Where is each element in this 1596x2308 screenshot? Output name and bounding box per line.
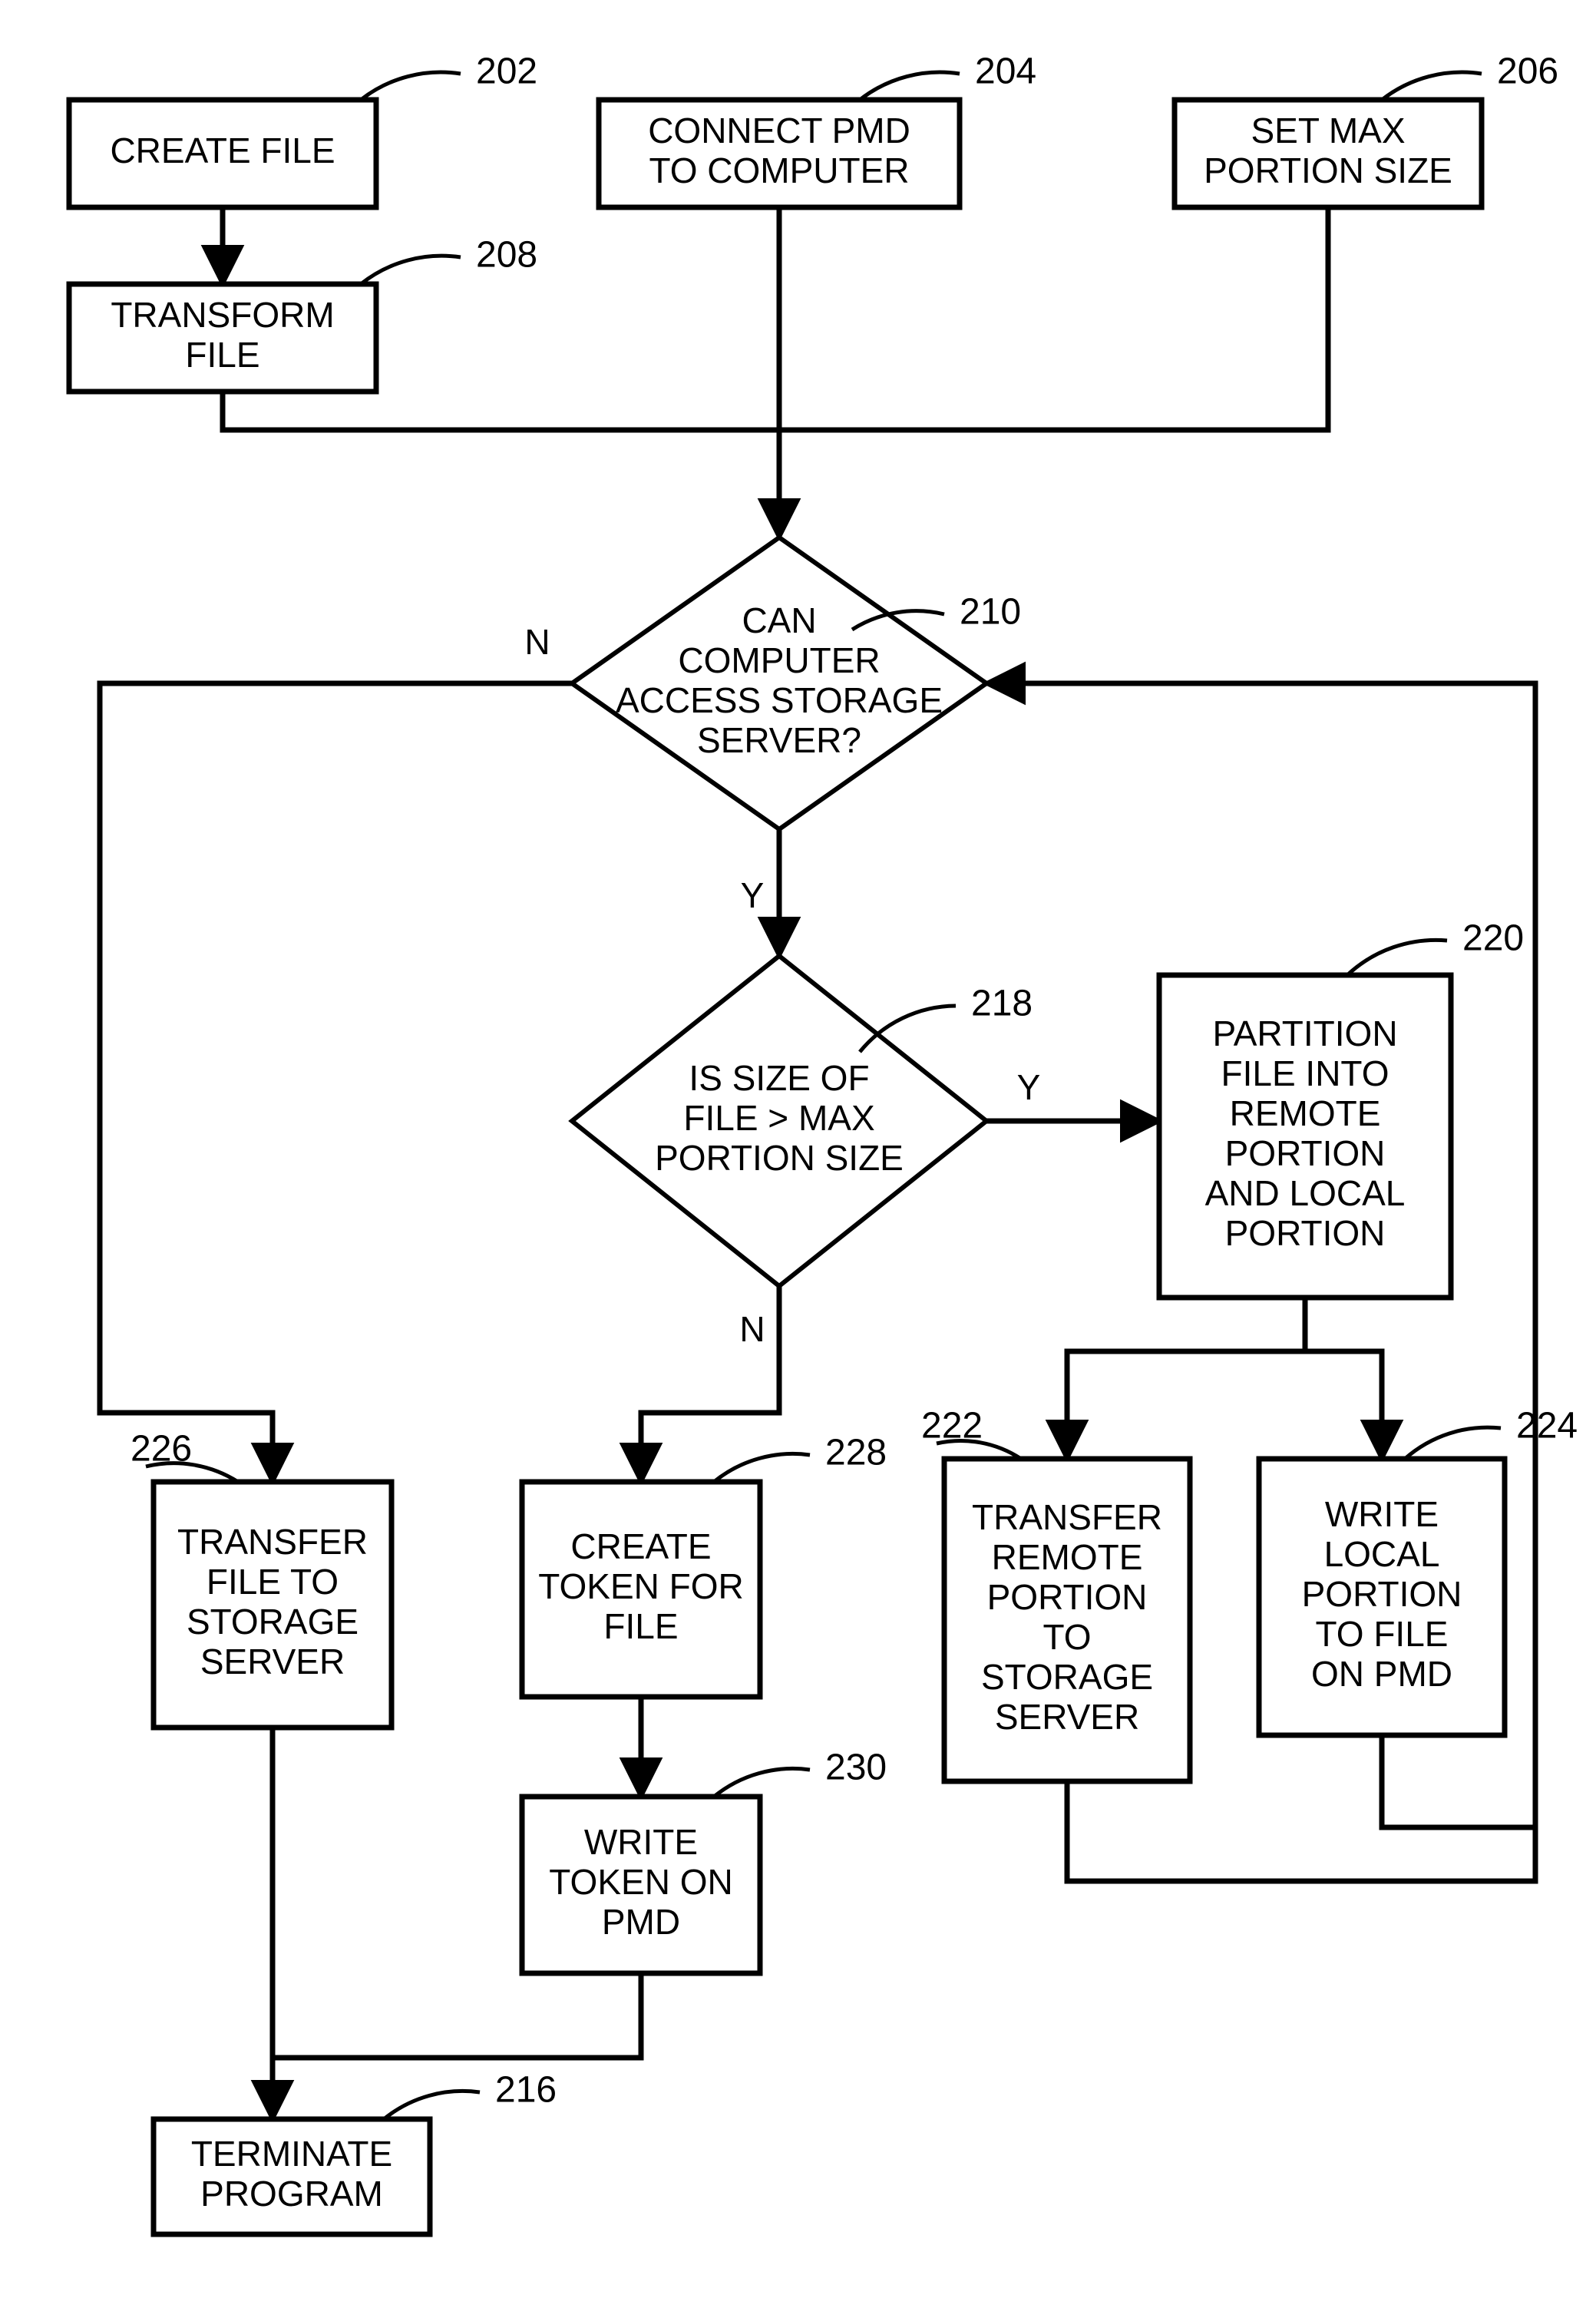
box-label: TO COMPUTER — [649, 150, 909, 190]
box-label: REMOTE — [992, 1537, 1143, 1577]
box-label: CREATE — [570, 1526, 711, 1566]
decision-label: COMPUTER — [678, 640, 880, 680]
ref-204: 204 — [860, 51, 1036, 100]
branch-label: Y — [1017, 1067, 1041, 1107]
ref-number: 220 — [1462, 918, 1524, 959]
decision-label: ACCESS STORAGE — [616, 680, 943, 720]
box-label: SERVER — [200, 1642, 345, 1681]
flow-box-b230: WRITETOKEN ONPMD — [522, 1797, 760, 1973]
flow-box-b202: CREATE FILE — [69, 100, 376, 207]
box-label: TRANSFER — [177, 1522, 368, 1562]
flow-box-b222: TRANSFERREMOTEPORTIONTOSTORAGESERVER — [944, 1459, 1190, 1781]
branch-label: N — [739, 1309, 765, 1349]
decision-label: CAN — [742, 600, 816, 640]
flow-box-b208: TRANSFORMFILE — [69, 284, 376, 392]
box-label: FILE TO — [207, 1562, 339, 1602]
decision-label: FILE > MAX — [683, 1098, 874, 1138]
ref-number: 218 — [971, 984, 1033, 1024]
box-label: WRITE — [584, 1822, 698, 1862]
ref-216: 216 — [384, 2070, 557, 2119]
box-label: PARTITION — [1212, 1013, 1397, 1053]
ref-220: 220 — [1347, 918, 1524, 975]
flow-box-b216: TERMINATEPROGRAM — [154, 2119, 430, 2234]
ref-number: 226 — [131, 1429, 192, 1470]
ref-226: 226 — [131, 1429, 238, 1482]
box-label: TRANSFORM — [111, 295, 334, 335]
flow-decision-d218: IS SIZE OFFILE > MAXPORTION SIZE — [572, 956, 986, 1286]
flow-box-b206: SET MAXPORTION SIZE — [1175, 100, 1482, 207]
ref-number: 204 — [975, 51, 1036, 92]
box-label: SERVER — [995, 1697, 1139, 1737]
decision-label: IS SIZE OF — [689, 1058, 869, 1098]
box-label: PORTION — [1302, 1574, 1462, 1614]
flow-edge — [1067, 1298, 1305, 1459]
ref-number: 208 — [476, 235, 537, 276]
ref-number: 206 — [1497, 51, 1558, 92]
decision-label: SERVER? — [697, 720, 861, 760]
box-label: TOKEN FOR — [538, 1566, 744, 1606]
ref-number: 230 — [825, 1748, 887, 1788]
branch-label: N — [524, 622, 550, 662]
decision-label: PORTION SIZE — [655, 1138, 904, 1178]
box-label: SET MAX — [1251, 111, 1405, 150]
flow-box-b220: PARTITIONFILE INTOREMOTEPORTIONAND LOCAL… — [1159, 975, 1451, 1298]
box-label: PORTION SIZE — [1204, 150, 1452, 190]
flow-box-b228: CREATETOKEN FORFILE — [522, 1482, 760, 1697]
ref-number: 222 — [921, 1406, 983, 1447]
ref-202: 202 — [361, 51, 537, 100]
flow-edge — [223, 392, 779, 537]
box-label: CREATE FILE — [110, 131, 335, 170]
flow-box-b224: WRITELOCALPORTIONTO FILEON PMD — [1259, 1459, 1505, 1735]
box-label: PORTION — [987, 1577, 1148, 1617]
flow-box-b226: TRANSFERFILE TOSTORAGESERVER — [154, 1482, 392, 1728]
box-label: PMD — [602, 1902, 680, 1942]
flow-edge — [273, 1973, 641, 2058]
box-label: TO — [1043, 1617, 1091, 1657]
box-label: AND LOCAL — [1205, 1173, 1406, 1213]
ref-number: 210 — [960, 592, 1021, 633]
box-label: STORAGE — [187, 1602, 359, 1642]
box-label: PORTION — [1225, 1213, 1386, 1253]
box-label: FILE INTO — [1221, 1053, 1389, 1093]
ref-230: 230 — [714, 1748, 887, 1797]
ref-number: 224 — [1516, 1406, 1578, 1447]
box-label: TRANSFER — [972, 1497, 1162, 1537]
ref-208: 208 — [361, 235, 537, 284]
box-label: PROGRAM — [200, 2174, 383, 2214]
flow-decision-d210: CANCOMPUTERACCESS STORAGESERVER? — [572, 537, 986, 829]
ref-number: 228 — [825, 1433, 887, 1473]
ref-224: 224 — [1405, 1406, 1578, 1459]
box-label: ON PMD — [1311, 1654, 1452, 1694]
box-label: REMOTE — [1230, 1093, 1381, 1133]
box-label: PORTION — [1225, 1133, 1386, 1173]
flow-edge — [779, 207, 1328, 430]
box-label: CONNECT PMD — [648, 111, 910, 150]
box-label: TO FILE — [1316, 1614, 1449, 1654]
flow-edge — [1382, 1735, 1535, 1827]
branch-label: Y — [741, 875, 765, 915]
ref-number: 202 — [476, 51, 537, 92]
ref-206: 206 — [1382, 51, 1558, 100]
ref-222: 222 — [921, 1406, 1021, 1459]
box-label: WRITE — [1325, 1494, 1439, 1534]
ref-228: 228 — [714, 1433, 887, 1482]
flow-box-b204: CONNECT PMDTO COMPUTER — [599, 100, 960, 207]
box-label: STORAGE — [981, 1657, 1153, 1697]
box-label: TOKEN ON — [549, 1862, 732, 1902]
box-label: LOCAL — [1324, 1534, 1440, 1574]
box-label: TERMINATE — [191, 2134, 392, 2174]
flow-edge — [100, 683, 572, 1482]
box-label: FILE — [603, 1606, 678, 1646]
ref-number: 216 — [495, 2070, 557, 2111]
box-label: FILE — [185, 335, 259, 375]
flow-edge — [1305, 1351, 1382, 1459]
